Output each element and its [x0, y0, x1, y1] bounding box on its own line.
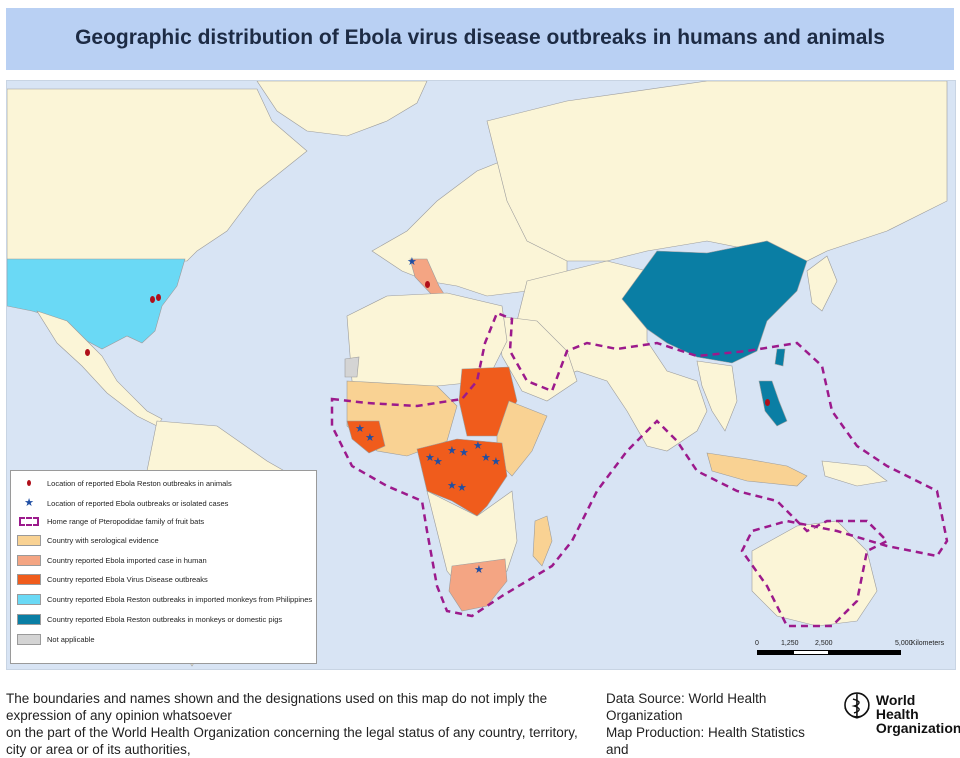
scale-segment: [793, 650, 829, 655]
philippines-land: [758, 380, 788, 427]
animal-outbreak-dot: [425, 281, 430, 288]
outbreak-star: ★: [447, 445, 457, 457]
outbreak-star: ★: [473, 440, 483, 452]
title-banner: Geographic distribution of Ebola virus d…: [6, 8, 954, 70]
legend-item-outbreak-star: ★ Location of reported Ebola outbreaks o…: [17, 497, 228, 509]
scale-segment: [757, 650, 793, 655]
animal-outbreak-dot: [765, 399, 770, 406]
legend-item-reston-imported: Country reported Ebola Reston outbreaks …: [17, 593, 312, 605]
taiwan-land: [774, 348, 786, 367]
who-name: World Health Organization: [876, 693, 960, 735]
outbreak-star: ★: [491, 456, 501, 468]
outbreak-star: ★: [355, 423, 365, 435]
outbreak-star: ★: [433, 456, 443, 468]
legend-label: Not applicable: [47, 634, 95, 644]
evd-outbreak-swatch: [17, 573, 41, 585]
disclaimer: The boundaries and names shown and the d…: [6, 690, 591, 758]
outbreak-star: ★: [365, 432, 375, 444]
legend-item-reston-pigs: Country reported Ebola Reston outbreaks …: [17, 613, 282, 625]
legend-label: Home range of Pteropodidae family of fru…: [47, 516, 205, 526]
source-line: Map Production: Health Statistics and: [606, 725, 805, 757]
legend-label: Country reported Ebola Virus Disease out…: [47, 574, 208, 584]
new-guinea-land: [821, 460, 888, 487]
legend-label: Country reported Ebola Reston outbreaks …: [47, 594, 313, 604]
western-sahara-land: [344, 356, 360, 378]
scale-tick: 0: [755, 640, 759, 647]
madagascar-land: [532, 515, 553, 567]
who-emblem-icon: [844, 692, 870, 719]
outbreak-star: ★: [459, 447, 469, 459]
serological-swatch: [17, 534, 41, 546]
legend-item-animal-outbreak: Location of reported Ebola Reston outbre…: [17, 477, 232, 489]
scale-tick: 5,000: [895, 640, 913, 647]
outbreak-star: ★: [425, 452, 435, 464]
greenland-land: [256, 81, 428, 137]
legend-item-imported-human: Country reported Ebola imported case in …: [17, 554, 207, 566]
legend-label: Location of reported Ebola Reston outbre…: [47, 478, 232, 488]
mexico-land: [36, 310, 163, 427]
guinea-liberia-land: [346, 420, 386, 454]
scale-segment: [829, 650, 901, 655]
australia-land: [751, 520, 878, 627]
se-asia-land: [696, 360, 738, 432]
bat-range-afro-asia: [330, 311, 949, 628]
animal-outbreak-dot: [150, 296, 155, 303]
source-line: Data Source: World Health Organization: [606, 691, 767, 723]
data-source: Data Source: World Health Organization M…: [606, 690, 806, 758]
imported-human-swatch: [17, 554, 41, 566]
scale-tick: 1,250: [781, 640, 799, 647]
legend-item-not-applicable: Not applicable: [17, 633, 95, 645]
outbreak-star: ★: [447, 480, 457, 492]
scale-unit: Kilometers: [911, 640, 945, 647]
legend-label: Country with serological evidence: [47, 535, 159, 545]
who-logo: World Health Organization: [842, 690, 960, 735]
disclaimer-line: The boundaries and names shown and the d…: [6, 691, 548, 723]
outbreak-star: ★: [457, 482, 467, 494]
russia-land: [486, 81, 948, 262]
legend-label: Location of reported Ebola outbreaks or …: [47, 498, 229, 508]
legend-label: Country reported Ebola Reston outbreaks …: [47, 614, 283, 624]
outbreak-star: ★: [474, 564, 484, 576]
animal-outbreak-dot: [156, 294, 161, 301]
china-land: [621, 240, 808, 364]
blue-star-icon: ★: [24, 496, 34, 509]
reston-imported-swatch: [17, 593, 41, 605]
indonesia-land: [706, 452, 808, 487]
animal-outbreak-dot: [85, 349, 90, 356]
reston-pigs-swatch: [17, 613, 41, 625]
usa-land: [7, 258, 186, 350]
outbreak-star: ★: [407, 256, 417, 268]
central-africa-land: [416, 438, 508, 517]
outbreak-star: ★: [481, 452, 491, 464]
east-africa-land: [496, 400, 548, 477]
not-applicable-swatch: [17, 633, 41, 645]
scale-bar: 0 1,250 2,500 5,000 Kilometers: [745, 640, 945, 666]
legend-item-serological: Country with serological evidence: [17, 534, 159, 546]
scale-tick: 2,500: [815, 640, 833, 647]
dashed-box-icon: [17, 516, 41, 527]
arabia-land: [496, 315, 578, 402]
map-title: Geographic distribution of Ebola virus d…: [75, 26, 885, 49]
legend-label: Country reported Ebola imported case in …: [47, 555, 207, 565]
legend-item-bat-range: Home range of Pteropodidae family of fru…: [17, 515, 204, 527]
who-name-line: World Health: [875, 692, 919, 722]
map-legend: Location of reported Ebola Reston outbre…: [10, 470, 317, 664]
disclaimer-line: on the part of the World Health Organiza…: [6, 725, 578, 757]
red-dot-icon: [17, 478, 41, 489]
japan-land: [806, 255, 838, 312]
south-africa-land: [448, 558, 508, 612]
legend-item-evd-outbreak: Country reported Ebola Virus Disease out…: [17, 573, 208, 585]
who-name-line: Organization: [875, 720, 960, 736]
